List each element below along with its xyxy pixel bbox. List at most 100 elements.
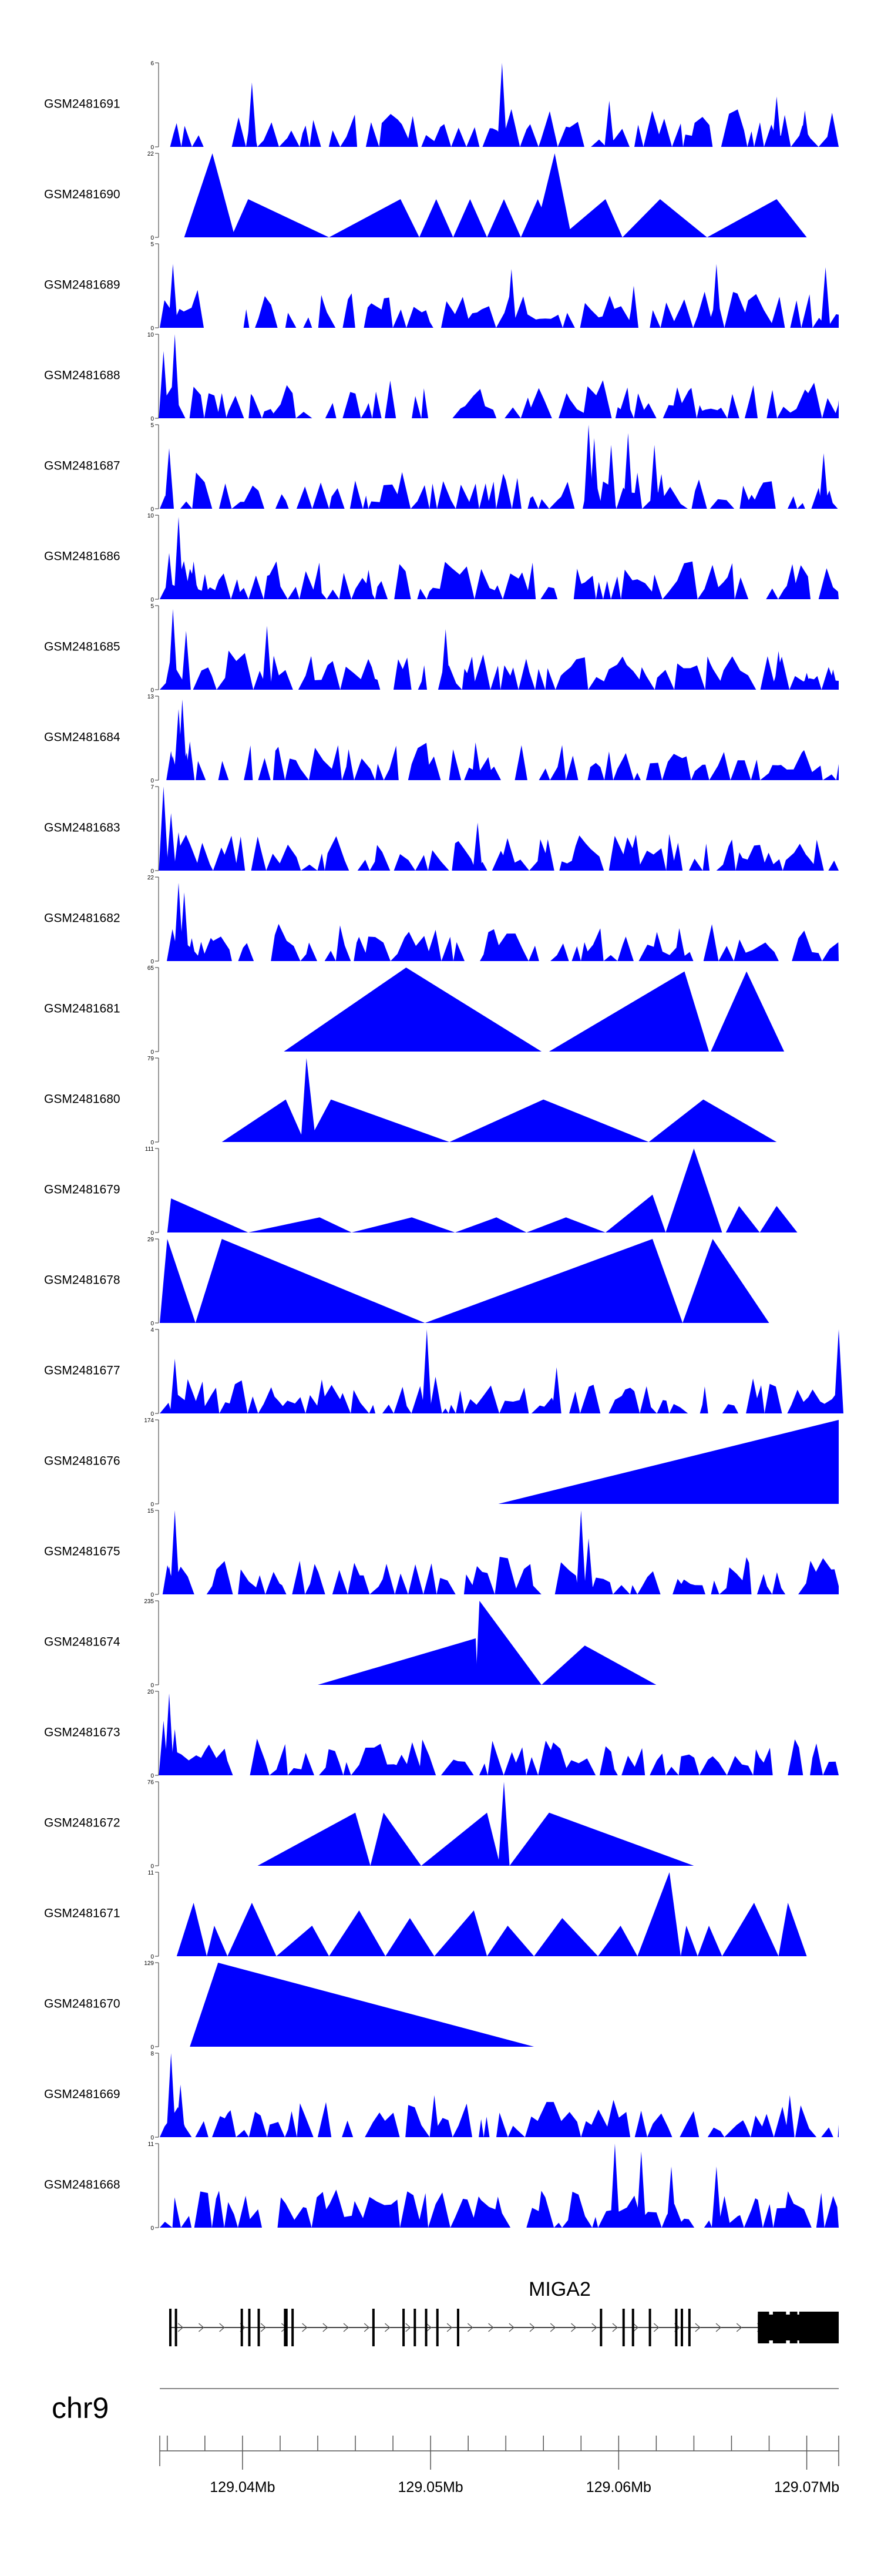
y-min-label: 0 (150, 1230, 154, 1237)
coverage-peak (164, 448, 174, 509)
y-min-label: 0 (150, 1954, 154, 1960)
coverage-peak (506, 268, 516, 328)
coverage-peak (606, 445, 616, 509)
track-label: GSM2481688 (44, 369, 120, 382)
gene-exon (284, 2309, 288, 2346)
genome-axis: chr9 129.04Mb 129.05Mb 129.06Mb 129.07Mb (52, 2388, 839, 2496)
y-min-label: 0 (150, 1502, 154, 1508)
gene-exon-block (758, 2315, 839, 2340)
y-min-label: 0 (150, 235, 154, 241)
track-label: GSM2481674 (44, 1635, 120, 1649)
track-label: GSM2481689 (44, 278, 120, 292)
coverage-track: GSM2481678 29 0 (44, 1237, 769, 1327)
coverage-peak (227, 1903, 277, 1956)
coverage-peak (187, 938, 197, 961)
coverage-peak (604, 100, 614, 147)
coverage-peak (421, 1812, 500, 1866)
strand-arrow-icon (364, 2323, 370, 2332)
coverage-peak (534, 153, 572, 237)
coverage-area (160, 290, 839, 328)
coverage-peak (665, 1148, 722, 1232)
track-label: GSM2481682 (44, 912, 120, 925)
coverage-peak (221, 1099, 305, 1142)
coverage-peak (170, 334, 180, 418)
coverage-track: GSM2481672 76 0 (44, 1779, 694, 1870)
track-label: GSM2481687 (44, 459, 120, 473)
strand-arrow-icon (446, 2323, 453, 2332)
coverage-peak (247, 82, 257, 147)
track-label: GSM2481669 (44, 2088, 120, 2101)
chromosome-label: chr9 (52, 2392, 109, 2424)
coverage-peak (160, 1239, 196, 1323)
y-min-label: 0 (150, 1049, 154, 1056)
y-max-label: 6 (150, 61, 154, 67)
track-label: GSM2481676 (44, 1455, 120, 1468)
coverage-peak (549, 971, 709, 1052)
coverage-peak (308, 1099, 450, 1142)
coverage-peak (284, 968, 542, 1052)
coverage-peak (833, 1329, 844, 1413)
y-min-label: 0 (150, 1140, 154, 1146)
coverage-peak (351, 1217, 455, 1232)
coverage-peak (385, 1918, 435, 1956)
coverage-area (160, 923, 839, 961)
coverage-peak (526, 1217, 606, 1232)
coverage-peak (622, 199, 707, 237)
coverage-peak (159, 351, 169, 418)
strand-arrow-icon (529, 2323, 536, 2332)
coverage-peak (429, 2095, 439, 2137)
gene-exon (688, 2309, 691, 2346)
coverage-peak (682, 1239, 769, 1323)
coverage-peak (166, 751, 176, 780)
track-label: GSM2481677 (44, 1364, 120, 1378)
coverage-track: GSM2481671 11 0 (44, 1870, 807, 1960)
coverage-peak (759, 1205, 798, 1232)
track-label: GSM2481685 (44, 640, 120, 654)
coverage-peak (455, 1217, 527, 1232)
coverage-area (160, 380, 839, 418)
y-max-label: 5 (150, 241, 154, 248)
coverage-peak (475, 1601, 542, 1685)
coverage-peak (276, 1926, 329, 1956)
y-min-label: 0 (150, 325, 154, 332)
track-label: GSM2481672 (44, 1816, 120, 1830)
y-max-label: 129 (144, 1960, 154, 1967)
gene-exon (681, 2309, 684, 2346)
y-max-label: 235 (144, 1598, 154, 1605)
coverage-peak (284, 393, 294, 418)
strand-arrow-icon (199, 2323, 204, 2332)
track-label: GSM2481678 (44, 1274, 120, 1287)
y-min-label: 0 (150, 145, 154, 151)
coverage-area (160, 472, 839, 509)
coverage-peak (174, 832, 184, 871)
strand-arrow-icon (571, 2323, 577, 2332)
coverage-track: GSM2481673 20 0 (44, 1689, 839, 1779)
coverage-peak (159, 787, 169, 871)
coverage-peak (170, 1729, 180, 1775)
coverage-peak (189, 561, 199, 599)
y-min-label: 0 (150, 778, 154, 784)
y-min-label: 0 (150, 868, 154, 875)
coverage-peak (778, 1903, 807, 1956)
y-min-label: 0 (150, 1773, 154, 1779)
y-max-label: 5 (150, 603, 154, 610)
y-min-label: 0 (150, 2225, 154, 2232)
coverage-peak (453, 199, 487, 237)
track-label: GSM2481668 (44, 2178, 120, 2192)
gene-exon (648, 2309, 651, 2346)
coverage-peak (172, 127, 181, 147)
coverage-peak (697, 1926, 722, 1956)
strand-arrow-icon (426, 2323, 432, 2332)
coverage-area (160, 834, 839, 871)
coverage-track: GSM2481688 10 0 (44, 332, 839, 422)
coverage-peak (179, 892, 189, 961)
coverage-track: GSM2481684 13 0 (44, 694, 839, 784)
coverage-track: GSM2481677 4 0 (44, 1327, 844, 1418)
coverage-track: GSM2481682 22 0 (44, 875, 839, 965)
y-max-label: 20 (147, 1689, 154, 1695)
coverage-peak (329, 199, 419, 237)
coverage-peak (170, 1359, 180, 1413)
y-min-label: 0 (150, 597, 154, 603)
coverage-peak (167, 1198, 248, 1232)
coverage-peak (190, 1963, 534, 2047)
